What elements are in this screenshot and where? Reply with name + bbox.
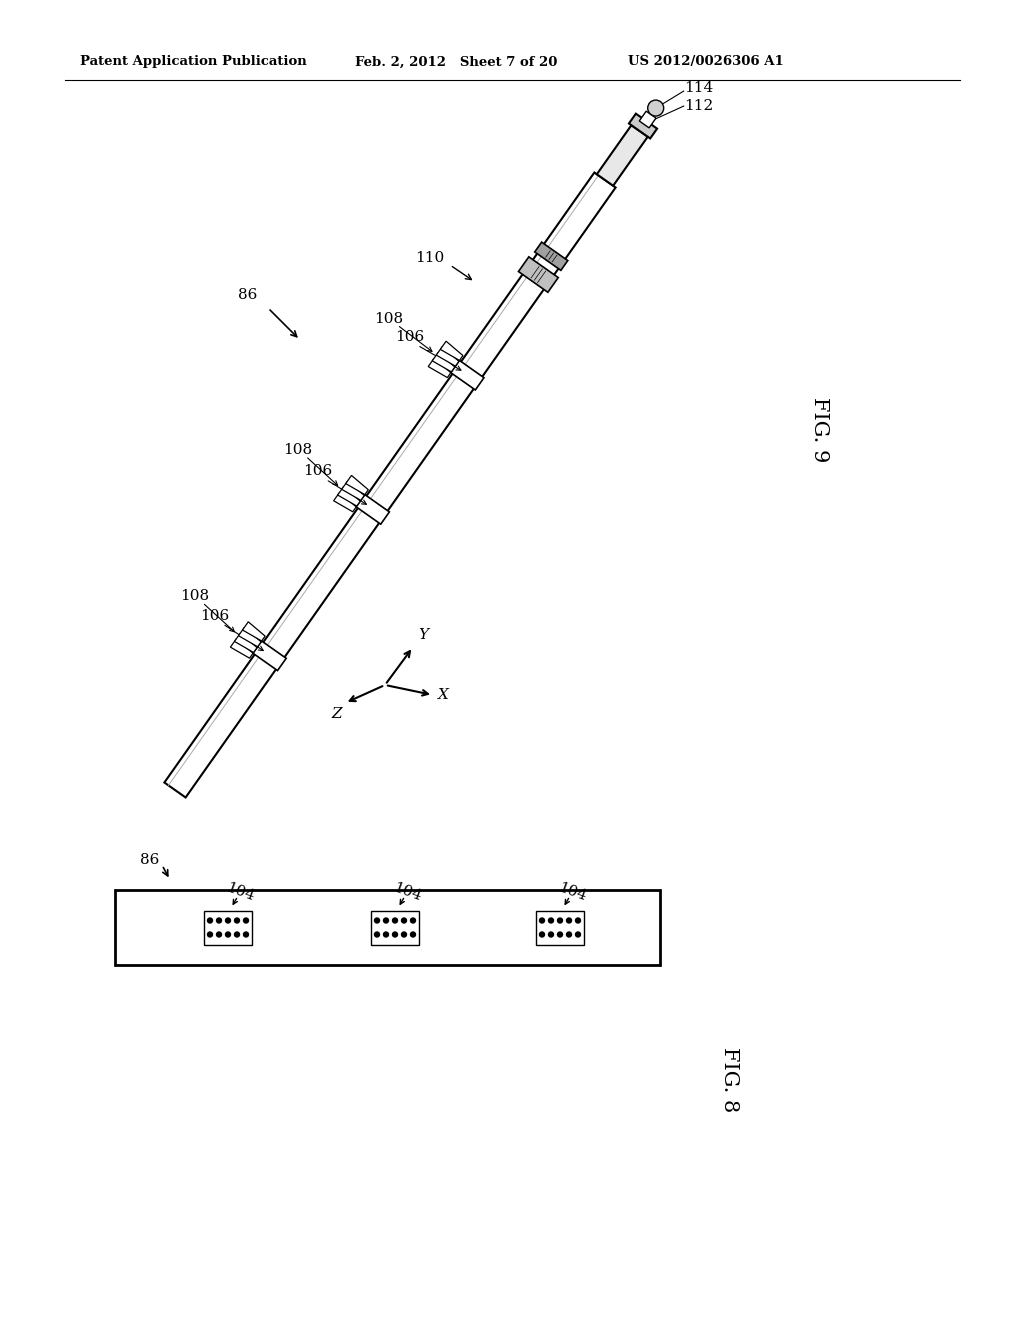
Circle shape	[575, 917, 581, 923]
Circle shape	[384, 932, 388, 937]
Circle shape	[208, 917, 213, 923]
Bar	[115, 890, 660, 965]
Circle shape	[208, 932, 213, 937]
Text: 108: 108	[283, 444, 312, 457]
Circle shape	[234, 917, 240, 923]
Circle shape	[375, 932, 380, 937]
Text: 114: 114	[684, 81, 713, 95]
Polygon shape	[346, 475, 369, 495]
Polygon shape	[629, 114, 657, 139]
Circle shape	[575, 932, 581, 937]
Polygon shape	[518, 257, 558, 292]
Circle shape	[244, 917, 249, 923]
Polygon shape	[440, 341, 463, 360]
Circle shape	[234, 932, 240, 937]
Polygon shape	[432, 352, 455, 372]
Text: 104: 104	[556, 880, 588, 904]
Polygon shape	[597, 125, 648, 186]
Text: FIG. 8: FIG. 8	[720, 1047, 739, 1113]
Text: US 2012/0026306 A1: US 2012/0026306 A1	[628, 55, 783, 69]
Circle shape	[566, 917, 571, 923]
Polygon shape	[342, 480, 365, 500]
Circle shape	[244, 932, 249, 937]
Text: 110: 110	[416, 251, 444, 265]
Text: Patent Application Publication: Patent Application Publication	[80, 55, 307, 69]
Polygon shape	[230, 639, 253, 659]
Polygon shape	[253, 642, 286, 671]
Polygon shape	[334, 492, 356, 512]
Polygon shape	[243, 622, 265, 642]
Bar	[536, 911, 584, 945]
Circle shape	[557, 917, 562, 923]
Text: 86: 86	[239, 288, 258, 302]
Circle shape	[549, 932, 554, 937]
Text: 104: 104	[391, 880, 423, 904]
Polygon shape	[165, 173, 615, 797]
Text: 104: 104	[224, 880, 256, 904]
Text: X: X	[438, 688, 449, 702]
Polygon shape	[338, 487, 360, 506]
Circle shape	[411, 917, 416, 923]
Circle shape	[401, 917, 407, 923]
Polygon shape	[356, 495, 389, 524]
Circle shape	[225, 917, 230, 923]
Circle shape	[216, 932, 221, 937]
Polygon shape	[535, 242, 567, 271]
Bar	[371, 911, 419, 945]
Circle shape	[392, 932, 397, 937]
Text: 106: 106	[200, 609, 229, 623]
Circle shape	[392, 917, 397, 923]
Text: 112: 112	[684, 99, 713, 114]
Text: Y: Y	[418, 628, 428, 642]
Circle shape	[225, 932, 230, 937]
Circle shape	[401, 932, 407, 937]
Circle shape	[411, 932, 416, 937]
Circle shape	[540, 917, 545, 923]
Text: 108: 108	[375, 312, 403, 326]
Circle shape	[549, 917, 554, 923]
Polygon shape	[639, 111, 656, 128]
Circle shape	[216, 917, 221, 923]
Circle shape	[375, 917, 380, 923]
Text: 108: 108	[180, 590, 209, 603]
Polygon shape	[234, 634, 257, 652]
Circle shape	[557, 932, 562, 937]
Text: FIG. 9: FIG. 9	[810, 397, 829, 463]
Circle shape	[384, 917, 388, 923]
Circle shape	[566, 932, 571, 937]
Bar	[204, 911, 252, 945]
Circle shape	[540, 932, 545, 937]
Polygon shape	[451, 360, 484, 389]
Ellipse shape	[648, 100, 664, 116]
Text: 86: 86	[140, 853, 160, 867]
Polygon shape	[239, 627, 261, 647]
Text: 106: 106	[395, 330, 424, 345]
Polygon shape	[436, 347, 459, 366]
Text: Z: Z	[332, 708, 342, 721]
Text: 106: 106	[303, 465, 333, 478]
Polygon shape	[428, 358, 451, 378]
Text: Feb. 2, 2012   Sheet 7 of 20: Feb. 2, 2012 Sheet 7 of 20	[355, 55, 557, 69]
